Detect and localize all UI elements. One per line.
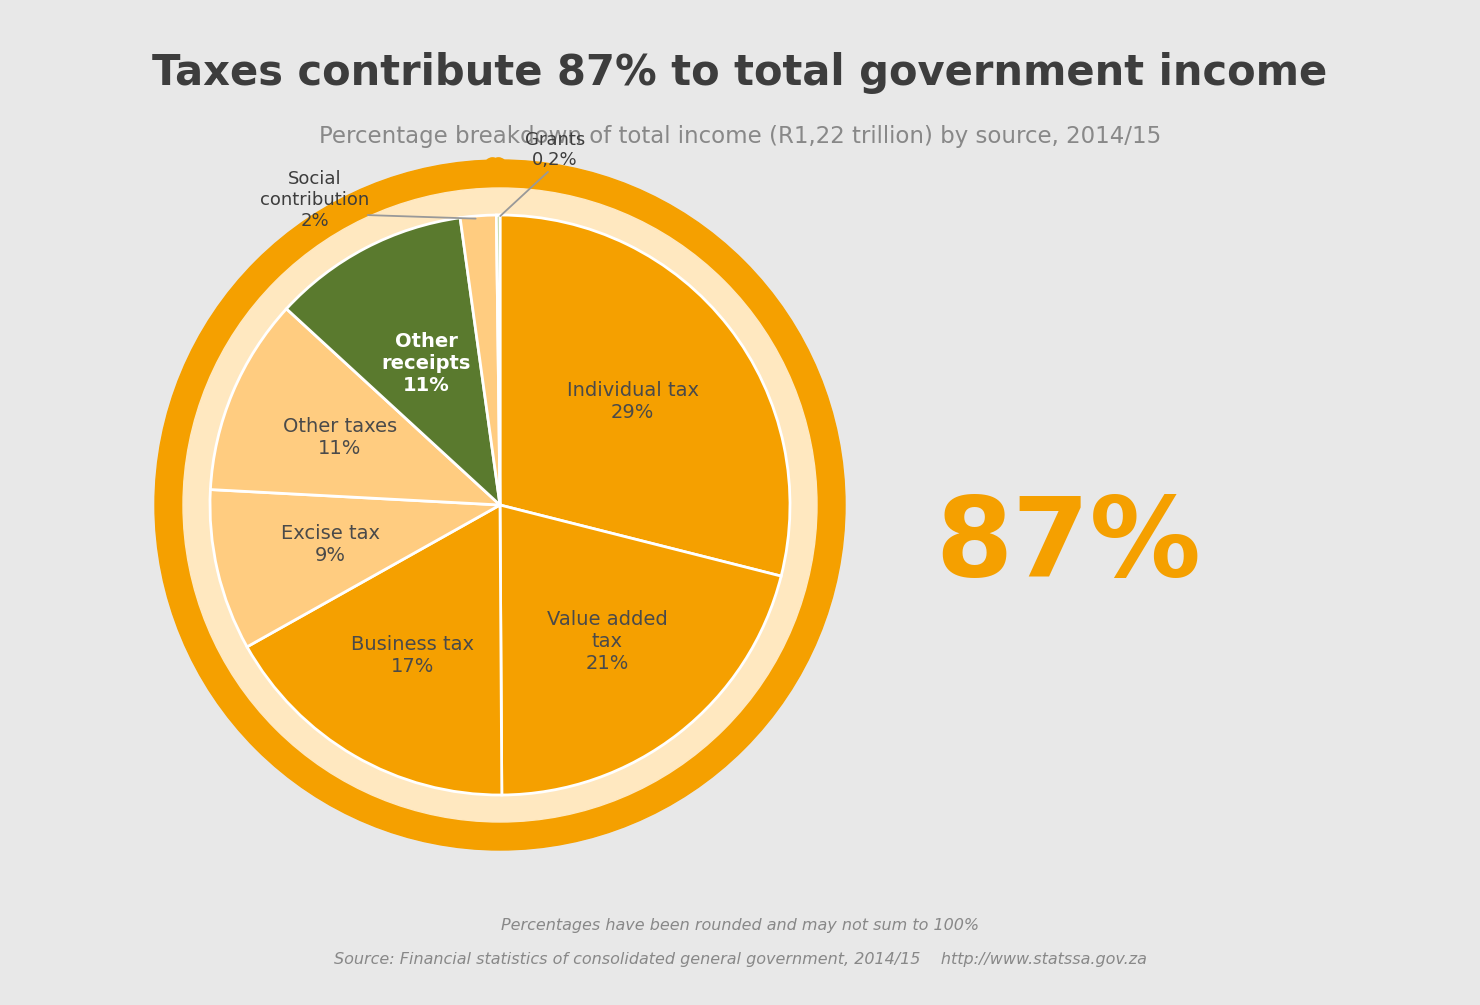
Circle shape	[155, 160, 845, 850]
Text: Source: Financial statistics of consolidated general government, 2014/15    http: Source: Financial statistics of consolid…	[333, 952, 1147, 967]
Text: Taxes contribute 87% to total government income: Taxes contribute 87% to total government…	[152, 52, 1328, 94]
Circle shape	[184, 188, 817, 822]
Wedge shape	[500, 505, 781, 795]
Text: Social
contribution
2%: Social contribution 2%	[260, 170, 370, 230]
Text: Other
receipts
11%: Other receipts 11%	[382, 333, 471, 395]
Text: Value added
tax
21%: Value added tax 21%	[548, 610, 667, 673]
Text: Other taxes
11%: Other taxes 11%	[283, 417, 397, 458]
Wedge shape	[287, 218, 500, 505]
Text: Excise tax
9%: Excise tax 9%	[281, 524, 380, 565]
Wedge shape	[460, 215, 500, 505]
Wedge shape	[210, 309, 500, 505]
Wedge shape	[496, 215, 500, 505]
Wedge shape	[500, 215, 790, 576]
Wedge shape	[247, 505, 502, 795]
Text: 87%: 87%	[935, 491, 1200, 599]
Text: Percentage breakdown of total income (R1,22 trillion) by source, 2014/15: Percentage breakdown of total income (R1…	[318, 125, 1162, 148]
Text: Business tax
17%: Business tax 17%	[351, 635, 474, 676]
Text: Individual tax
29%: Individual tax 29%	[567, 381, 699, 422]
Wedge shape	[210, 489, 500, 647]
Text: Grants
0,2%: Grants 0,2%	[525, 131, 585, 170]
Text: Percentages have been rounded and may not sum to 100%: Percentages have been rounded and may no…	[500, 918, 980, 933]
